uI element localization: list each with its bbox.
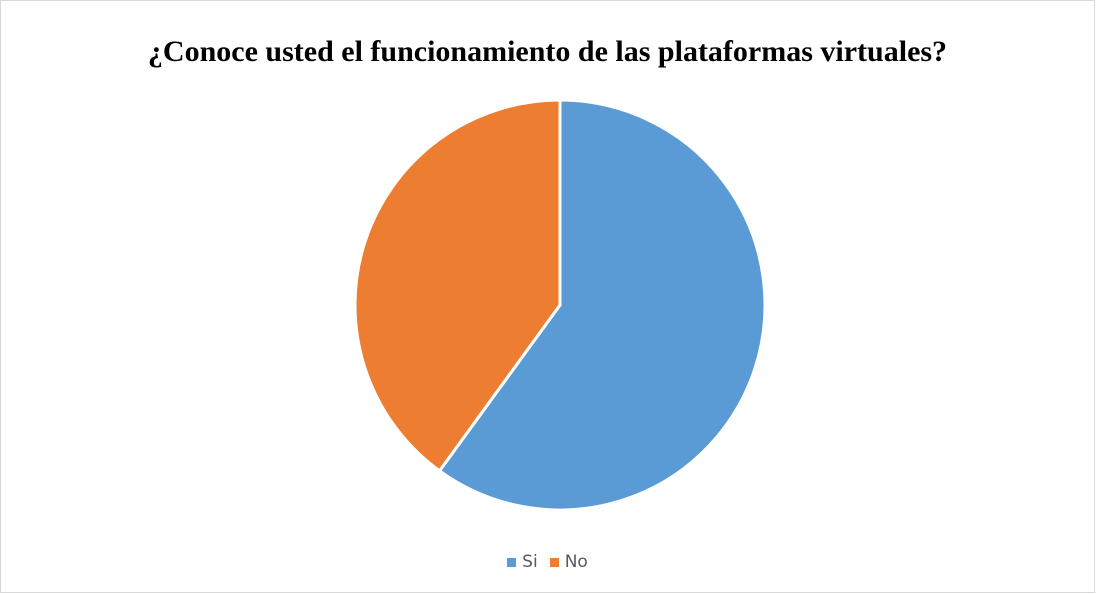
pie-slice-no	[353, 98, 562, 473]
legend-label-no: No	[564, 552, 588, 572]
legend-item-si: Si	[507, 552, 538, 572]
chart-title: ¿Conoce usted el funcionamiento de las p…	[147, 35, 948, 68]
pie-slice-si	[438, 98, 767, 512]
legend-swatch-si	[507, 557, 517, 567]
legend-label-si: Si	[522, 552, 538, 572]
legend-item-no: No	[549, 552, 588, 572]
pie-slices	[353, 98, 767, 512]
legend: Si No	[1, 552, 1094, 572]
legend-swatch-no	[549, 557, 559, 567]
